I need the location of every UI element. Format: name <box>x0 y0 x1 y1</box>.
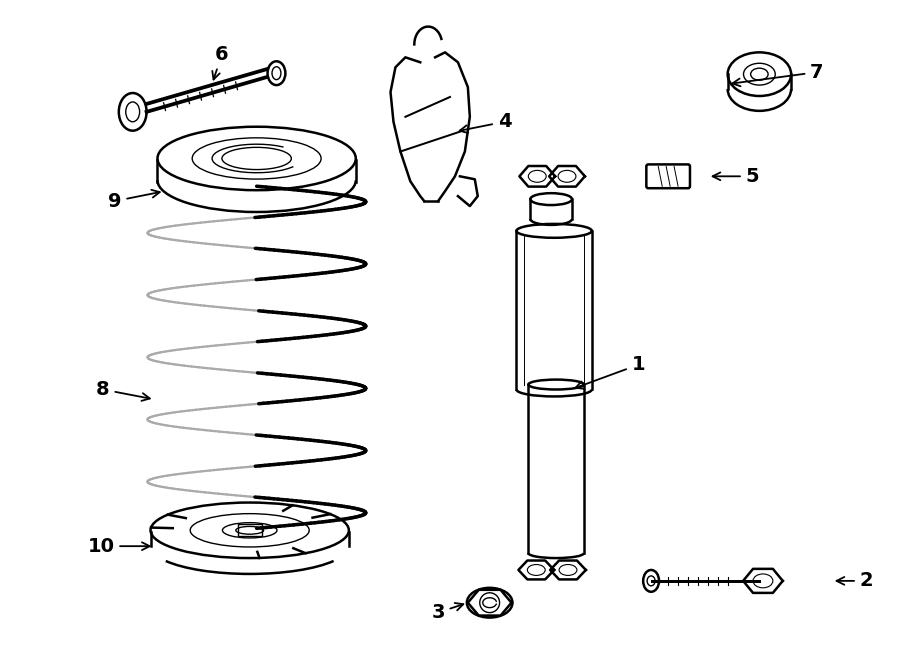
Text: 4: 4 <box>460 112 511 133</box>
Text: 2: 2 <box>837 571 873 590</box>
Text: 1: 1 <box>575 355 645 389</box>
Text: 6: 6 <box>212 45 229 79</box>
Text: 9: 9 <box>108 190 159 211</box>
Text: 3: 3 <box>431 603 464 622</box>
Text: 8: 8 <box>96 380 149 401</box>
Bar <box>238 524 262 536</box>
Text: 5: 5 <box>713 167 760 186</box>
Text: 7: 7 <box>733 63 824 87</box>
Text: 10: 10 <box>87 537 149 556</box>
